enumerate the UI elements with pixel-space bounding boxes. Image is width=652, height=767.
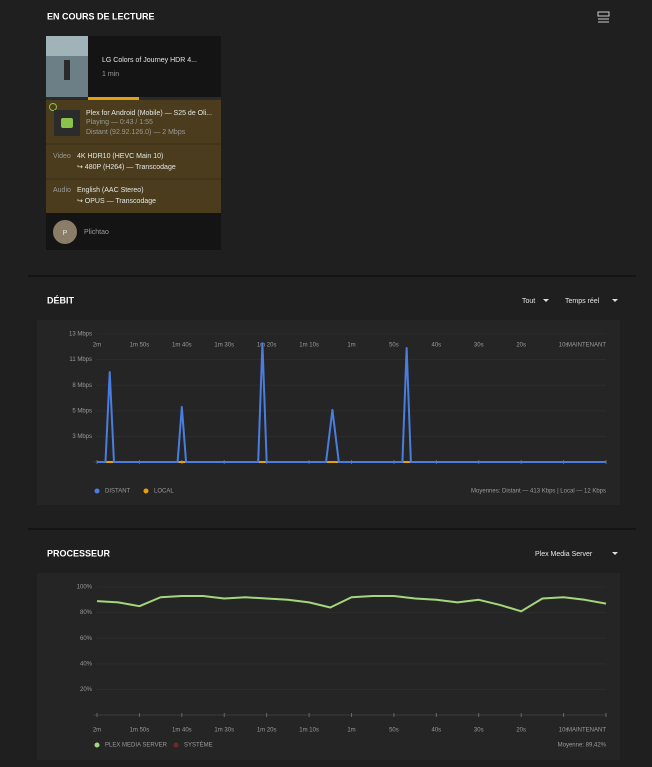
x-tick-label: 30s [474, 343, 484, 349]
x-tick-label: 1m 50s [130, 728, 150, 734]
y-tick-label: 5 Mbps [72, 408, 92, 414]
y-tick-label: 8 Mbps [72, 383, 92, 389]
chart-panel [37, 320, 620, 505]
legend-label: SYSTÈME [184, 742, 213, 749]
user: Plichtao [84, 229, 109, 236]
audio-label: Audio [53, 187, 71, 194]
x-tick-label: MAINTENANT [567, 343, 606, 349]
avatar-initial: P [63, 230, 68, 237]
android-logo [61, 118, 73, 128]
x-tick-label: 1m 20s [257, 343, 277, 349]
y-tick-label: 60% [80, 636, 93, 642]
y-tick-label: 100% [77, 585, 93, 591]
y-tick-label: 20% [80, 687, 93, 693]
data-line [97, 342, 606, 463]
x-tick-label: 2m [93, 728, 101, 734]
section-title: DÉBIT [47, 295, 75, 305]
x-tick-label: 10s [559, 343, 569, 349]
x-tick-label: 50s [389, 728, 399, 734]
x-tick-label: 40s [431, 343, 441, 349]
section-title: EN COURS DE LECTURE [47, 11, 155, 21]
x-tick-label: MAINTENANT [567, 728, 606, 734]
video-target: ↪ 480P (H264) — Transcodage [77, 164, 176, 171]
duration: 1 min [102, 71, 119, 78]
x-tick-label: 1m 20s [257, 728, 277, 734]
averages: Moyennes: Distant — 413 Kbps | Local — 1… [471, 489, 606, 495]
thumbnail-figure [64, 60, 70, 80]
y-tick-label: 11 Mbps [69, 357, 92, 363]
x-tick-label: 1m 10s [299, 343, 319, 349]
filter[interactable]: Tout [522, 298, 535, 305]
thumbnail-sky [46, 36, 88, 56]
averages: Moyenne: 89,42% [558, 743, 607, 749]
y-tick-label: 13 Mbps [69, 332, 92, 338]
x-tick-label: 1m 30s [214, 343, 234, 349]
y-tick-label: 80% [80, 610, 93, 616]
legend-marker [94, 488, 100, 494]
chart-panel [37, 573, 620, 760]
audio-target: ↪ OPUS — Transcodage [77, 198, 156, 205]
video-label: Video [53, 153, 71, 160]
x-tick-label: 20s [516, 343, 526, 349]
legend-marker [143, 488, 149, 494]
x-tick-label: 40s [431, 728, 441, 734]
data-line [96, 594, 607, 613]
x-tick-label: 1m 10s [299, 728, 319, 734]
x-tick-label: 1m [347, 728, 355, 734]
filter[interactable]: Plex Media Server [535, 551, 593, 558]
legend-marker [94, 742, 100, 748]
dropdown-arrow [612, 299, 618, 302]
x-tick-label: 1m 30s [214, 728, 234, 734]
dropdown-arrow [543, 299, 549, 302]
legend-label: PLEX MEDIA SERVER [105, 743, 168, 749]
menu-icon[interactable] [597, 11, 610, 23]
avatar [53, 220, 77, 244]
x-tick-label: 10s [559, 728, 569, 734]
x-tick-label: 20s [516, 728, 526, 734]
x-tick-label: 1m [347, 343, 355, 349]
x-tick-label: 1m 40s [172, 343, 192, 349]
filter[interactable]: Temps réel [565, 298, 600, 305]
legend-marker [173, 742, 179, 748]
player: Plex for Android (Mobile) — S25 de Oli..… [86, 110, 212, 117]
y-tick-label: 40% [80, 661, 93, 667]
section-title: PROCESSEUR [47, 548, 111, 558]
legend-label: LOCAL [154, 489, 174, 495]
status-icon [49, 103, 57, 111]
progress-bar [88, 97, 139, 100]
x-tick-label: 30s [474, 728, 484, 734]
x-tick-label: 1m 50s [130, 343, 150, 349]
x-tick-label: 1m 40s [172, 728, 192, 734]
x-tick-label: 50s [389, 343, 399, 349]
location: Distant (92.92.126.0) — 2 Mbps [86, 129, 186, 136]
dropdown-arrow [612, 552, 618, 555]
audio-source: English (AAC Stereo) [77, 187, 144, 194]
legend-label: DISTANT [105, 489, 131, 495]
y-tick-label: 3 Mbps [72, 434, 92, 440]
state: Playing — 0:43 / 1:55 [86, 119, 153, 126]
video-source: 4K HDR10 (HEVC Main 10) [77, 153, 163, 160]
x-tick-label: 2m [93, 343, 101, 349]
media-title: LG Colors of Journey HDR 4... [102, 57, 197, 64]
